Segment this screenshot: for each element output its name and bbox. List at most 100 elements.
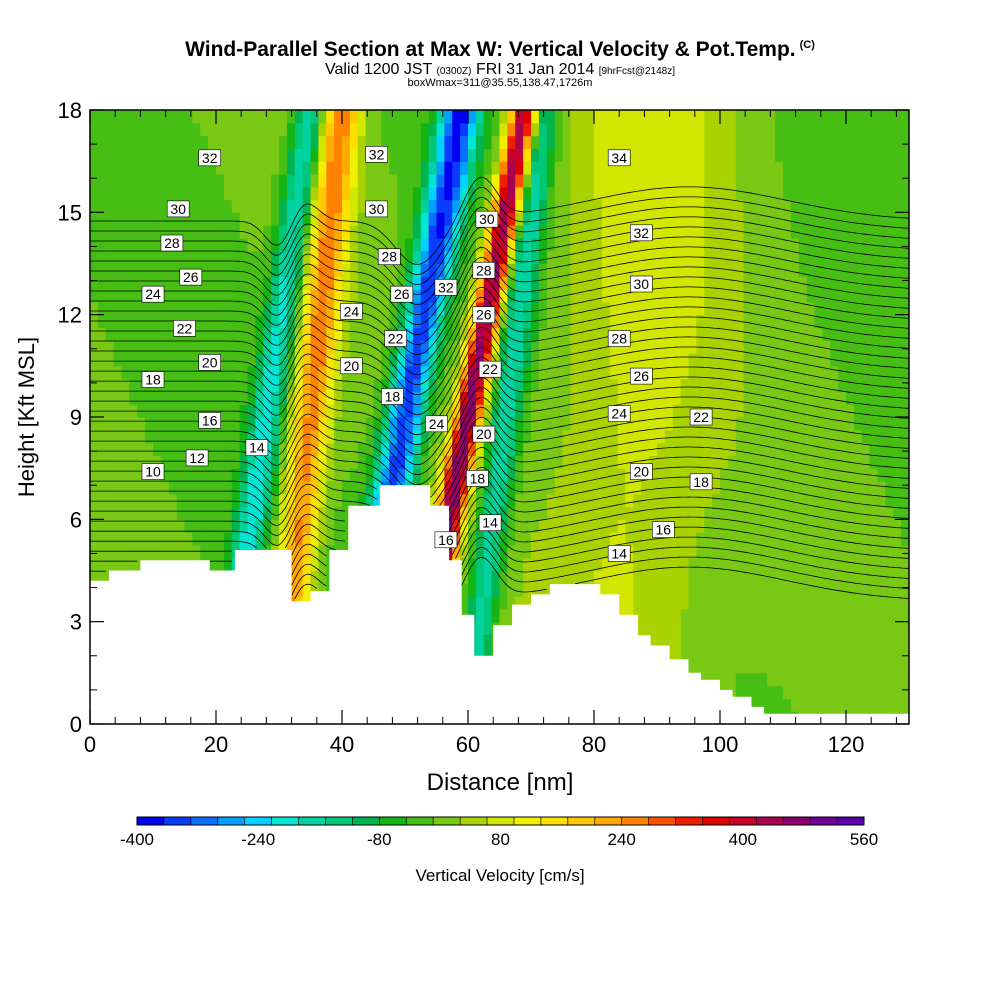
velocity-cell [751,468,760,482]
velocity-cell [121,365,130,380]
velocity-cell [775,417,784,431]
velocity-cell [790,634,800,648]
velocity-cell [586,173,595,188]
velocity-cell [231,135,241,149]
velocity-cell [877,135,886,149]
velocity-cell [578,519,587,533]
velocity-cell [145,225,154,239]
velocity-cell [830,532,839,546]
velocity-cell [405,276,414,290]
velocity-cell [814,493,823,508]
velocity-cell [255,250,264,265]
velocity-cell [334,404,343,418]
velocity-cell [90,532,99,546]
velocity-cell [223,429,233,444]
velocity-cell [853,391,863,405]
velocity-cell [105,276,115,290]
velocity-cell [176,148,186,162]
velocity-cell [790,186,800,201]
velocity-cell [735,442,745,456]
velocity-cell [216,276,225,290]
velocity-cell [901,660,909,674]
velocity-cell [846,378,855,393]
velocity-cell [318,122,327,137]
velocity-cell [200,365,209,380]
velocity-cell [767,557,776,572]
velocity-cell [168,378,178,393]
velocity-cell [696,289,705,303]
velocity-cell [538,544,548,559]
velocity-cell [783,148,792,162]
velocity-cell [263,301,272,316]
velocity-cell [192,468,201,482]
velocity-cell [877,250,886,265]
velocity-cell [838,122,847,137]
velocity-cell [279,365,288,380]
velocity-cell [830,660,839,674]
velocity-cell [877,672,886,687]
velocity-cell [727,596,737,610]
velocity-cell [688,186,697,201]
velocity-cell [727,135,737,149]
velocity-cell [357,417,367,431]
velocity-cell [129,340,138,354]
velocity-cell [727,404,737,418]
velocity-cell [901,353,909,367]
velocity-cell [97,161,107,175]
velocity-cell [507,327,516,341]
velocity-cell [727,237,737,252]
velocity-cell [271,327,280,341]
velocity-cell [90,493,99,508]
velocity-cell [121,161,130,175]
velocity-cell [861,506,871,520]
velocity-cell [286,353,296,367]
velocity-cell [184,186,193,201]
velocity-cell [846,660,855,674]
velocity-cell [696,621,705,636]
velocity-cell [688,544,697,559]
velocity-cell [877,327,886,341]
velocity-cell [279,225,288,239]
velocity-cell [720,173,729,188]
velocity-cell [570,301,579,316]
velocity-cell [239,237,249,252]
velocity-cell [790,212,800,226]
velocity-cell [121,186,130,201]
velocity-cell [357,122,367,137]
velocity-cell [672,161,682,175]
velocity-cell [121,237,130,252]
velocity-cell [869,237,879,252]
velocity-cell [444,327,453,341]
velocity-cell [113,148,123,162]
velocity-cell [365,263,375,277]
velocity-cell [893,698,902,712]
velocity-cell [594,276,603,290]
velocity-cell [743,570,753,584]
velocity-cell [507,173,516,188]
velocity-cell [562,544,571,559]
velocity-cell [877,340,886,354]
velocity-cell [759,122,768,137]
velocity-cell [775,685,784,700]
velocity-cell [735,634,745,648]
velocity-cell [231,391,241,405]
velocity-cell [712,186,721,201]
velocity-cell [460,161,469,175]
velocity-cell [523,378,532,393]
velocity-cell [783,237,792,252]
velocity-cell [664,532,674,546]
velocity-cell [507,596,516,610]
velocity-cell [129,365,138,380]
velocity-cell [877,301,886,316]
velocity-cell [735,135,745,149]
velocity-cell [735,353,745,367]
velocity-cell [720,429,729,444]
velocity-cell [672,148,682,162]
velocity-cell [672,212,682,226]
velocity-cell [452,391,461,405]
velocity-cell [893,148,902,162]
velocity-cell [523,237,532,252]
velocity-cell [901,212,909,226]
velocity-cell [704,161,713,175]
velocity-cell [696,225,705,239]
